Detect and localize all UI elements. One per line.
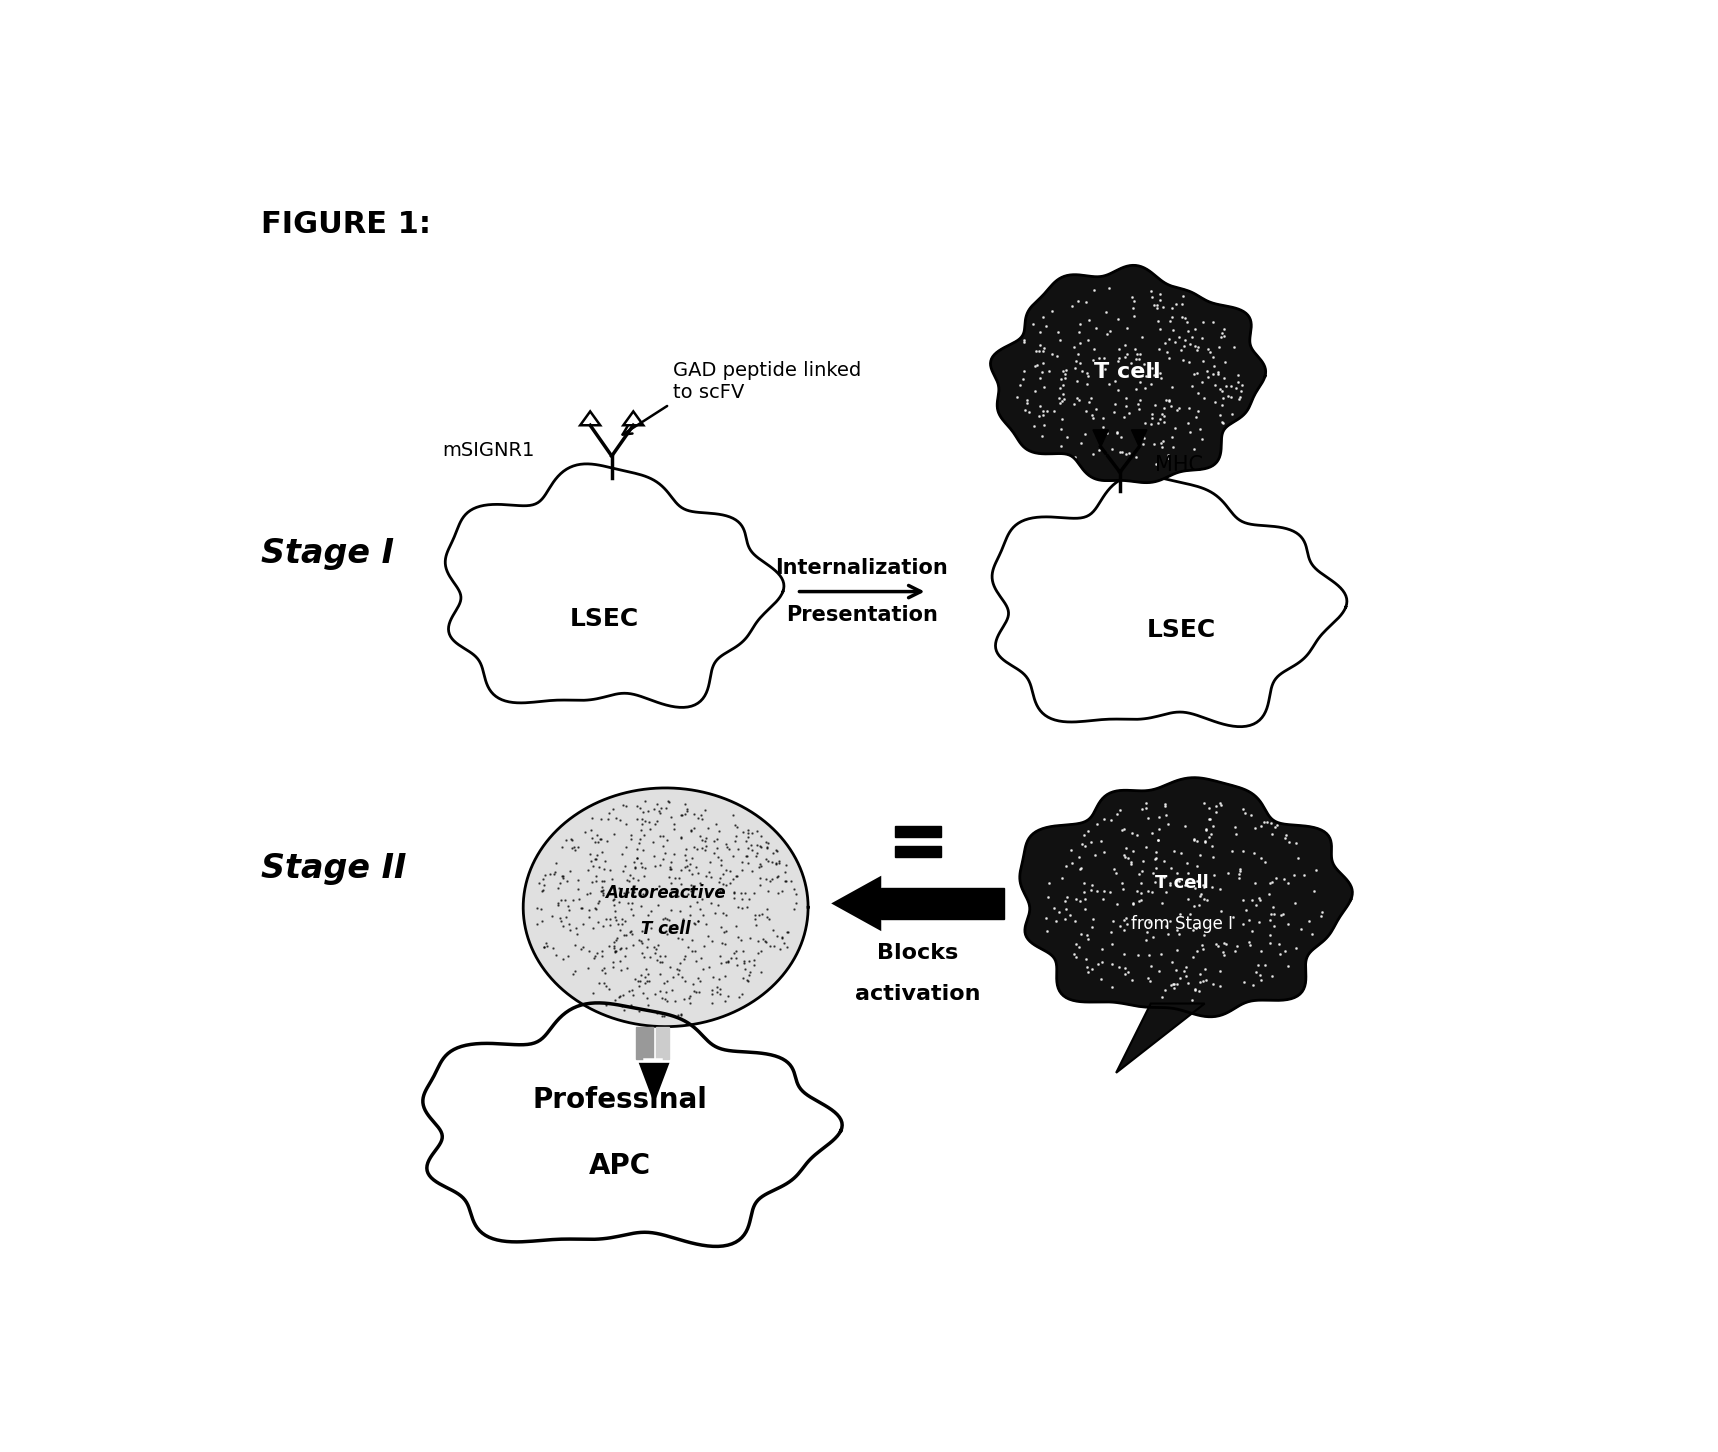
Text: FIGURE 1:: FIGURE 1: (261, 211, 431, 240)
Text: Blocks: Blocks (878, 944, 959, 964)
Polygon shape (639, 1063, 670, 1104)
Text: APC: APC (588, 1151, 651, 1180)
Text: T cell: T cell (1094, 362, 1161, 382)
Text: LSEC: LSEC (1148, 619, 1216, 642)
Polygon shape (991, 266, 1266, 482)
Polygon shape (1117, 1003, 1204, 1073)
Bar (881, 889, 1005, 919)
Polygon shape (1020, 778, 1352, 1016)
Text: from Stage I: from Stage I (1130, 915, 1232, 934)
Polygon shape (423, 1003, 842, 1246)
Text: Presentation: Presentation (787, 605, 938, 626)
Polygon shape (445, 463, 783, 707)
Text: GAD peptide linked
to scFV: GAD peptide linked to scFV (673, 362, 862, 402)
Polygon shape (524, 788, 807, 1027)
Text: T cell: T cell (641, 919, 691, 938)
Text: Internalization: Internalization (775, 558, 948, 578)
Text: Stage II: Stage II (261, 852, 407, 886)
Polygon shape (832, 876, 881, 931)
Polygon shape (1093, 430, 1108, 447)
Bar (895, 826, 941, 838)
Bar (644, 1059, 661, 1098)
Bar (636, 1027, 653, 1059)
Text: MHC: MHC (1154, 454, 1203, 475)
Polygon shape (991, 475, 1347, 726)
Text: Autoreactive: Autoreactive (605, 884, 727, 903)
Polygon shape (1132, 430, 1148, 447)
Text: Professinal: Professinal (533, 1086, 706, 1114)
Text: LSEC: LSEC (569, 607, 639, 630)
Text: T cell: T cell (1154, 874, 1208, 892)
Bar (656, 1027, 670, 1059)
Text: mSIGNR1: mSIGNR1 (442, 441, 534, 460)
Text: activation: activation (856, 984, 981, 1005)
Text: Stage I: Stage I (261, 537, 395, 569)
Bar (895, 847, 941, 857)
